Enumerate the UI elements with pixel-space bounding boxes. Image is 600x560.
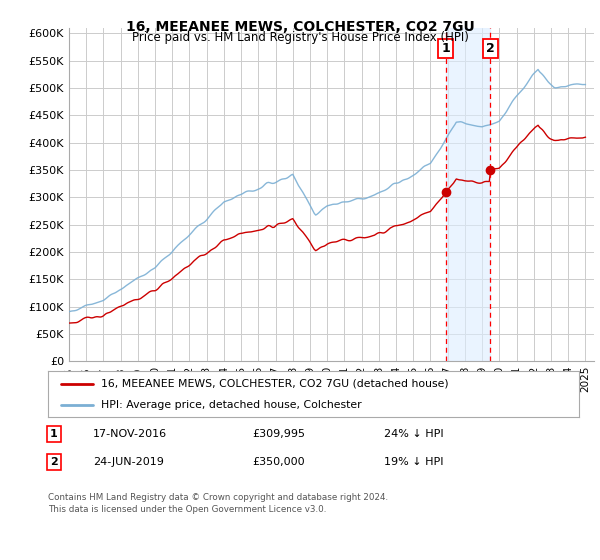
Text: £350,000: £350,000 [252,457,305,467]
Text: 2: 2 [486,42,495,55]
Text: 24-JUN-2019: 24-JUN-2019 [93,457,164,467]
Bar [446,28,490,361]
Text: 1: 1 [50,429,58,439]
Text: 1: 1 [441,42,450,55]
Text: 2: 2 [50,457,58,467]
Text: 24% ↓ HPI: 24% ↓ HPI [384,429,443,439]
Text: £309,995: £309,995 [252,429,305,439]
Text: 19% ↓ HPI: 19% ↓ HPI [384,457,443,467]
Text: 16, MEEANEE MEWS, COLCHESTER, CO2 7GU (detached house): 16, MEEANEE MEWS, COLCHESTER, CO2 7GU (d… [101,379,449,389]
Text: Price paid vs. HM Land Registry's House Price Index (HPI): Price paid vs. HM Land Registry's House … [131,31,469,44]
Text: HPI: Average price, detached house, Colchester: HPI: Average price, detached house, Colc… [101,400,362,410]
Text: Contains HM Land Registry data © Crown copyright and database right 2024.
This d: Contains HM Land Registry data © Crown c… [48,493,388,514]
Text: 16, MEEANEE MEWS, COLCHESTER, CO2 7GU: 16, MEEANEE MEWS, COLCHESTER, CO2 7GU [125,20,475,34]
Text: 17-NOV-2016: 17-NOV-2016 [93,429,167,439]
